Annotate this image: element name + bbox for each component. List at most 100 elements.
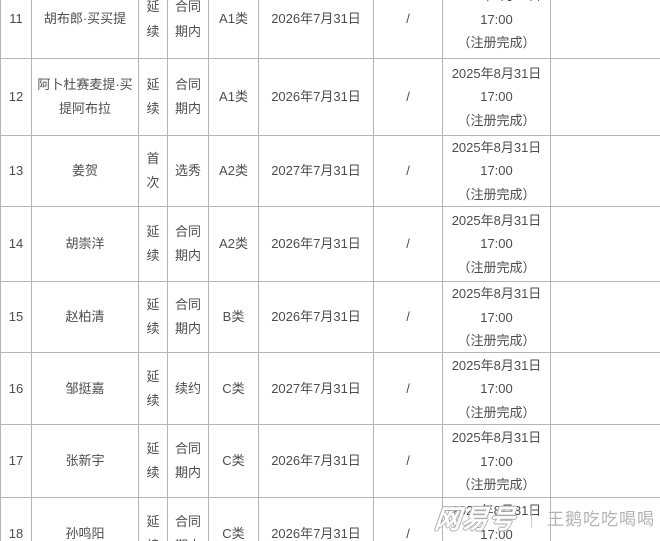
- contract-end-cell: 2026年7月31日: [258, 58, 374, 136]
- slash-cell: /: [373, 281, 443, 354]
- status-cell: 延续: [138, 497, 168, 541]
- method-cell: 合同期内: [167, 497, 209, 541]
- extra-cell: [550, 134, 660, 208]
- player-name-cell: 胡崇洋: [31, 206, 139, 283]
- method-cell: 合同期内: [167, 58, 209, 136]
- extra-cell: [550, 352, 660, 426]
- row-number-cell: 15: [0, 281, 32, 354]
- row-number-cell: 18: [0, 497, 32, 541]
- row-number-cell: 13: [0, 134, 32, 208]
- table-row: 17 张新宇 延续 合同期内 C类 2026年7月31日/ 2025年8月31日 17:00 （…: [0, 424, 660, 499]
- row-number-cell: 16: [0, 352, 32, 426]
- method-cell: 续约: [167, 352, 209, 426]
- category-cell: B类: [208, 281, 259, 354]
- registration-date: 2025年8月31日: [451, 430, 542, 446]
- registration-note: （注册完成）: [457, 186, 536, 202]
- registration-date: 2025年8月31日: [451, 357, 542, 373]
- category-cell: C类: [208, 352, 259, 426]
- registration-date: 2025年8月31日: [451, 140, 542, 155]
- player-name-cell: 阿卜杜赛麦提·买提阿布拉: [31, 58, 139, 136]
- status-cell: 延续: [138, 352, 168, 426]
- method-cell: 选秀: [167, 134, 209, 208]
- registration-time: 17:00: [480, 381, 513, 397]
- table-row: 14 胡崇洋 延续 合同期内 A2类 2026年7月31日/ 2025年8月31日 17:00…: [0, 206, 660, 283]
- row-number-cell: 11: [0, 0, 32, 59]
- slash-cell: /: [373, 134, 443, 208]
- status-cell: 延续: [138, 281, 168, 354]
- registration-date: 2025年8月31日: [451, 286, 542, 302]
- contract-end-cell: 2027年7月31日: [258, 134, 374, 208]
- netease-logo: 网易号: [433, 504, 518, 534]
- category-cell: A1类: [208, 0, 259, 59]
- registration-time: 17:00: [480, 526, 513, 541]
- table-row: 12 阿卜杜赛麦提·买提阿布拉 延续 合同期内 A1类 2026年7月31日/2025年8…: [0, 58, 660, 136]
- registration-note: （注册完成）: [457, 35, 536, 51]
- method-cell: 合同期内: [167, 0, 209, 59]
- registration-time: 17:00: [480, 236, 513, 252]
- registration-cell: 2025年8月31日 17:00 （注册完成）: [442, 281, 551, 354]
- table-row: 15 赵柏清 延续 合同期内 B类 2026年7月31日/ 2025年8月31日 17:00 （…: [0, 281, 660, 354]
- registration-note: （注册完成）: [457, 332, 536, 348]
- registration-time: 17:00: [480, 163, 513, 179]
- slash-cell: /: [373, 206, 443, 283]
- method-cell: 合同期内: [167, 206, 209, 283]
- registration-date: 2025年8月31日: [451, 503, 542, 519]
- registration-note: （注册完成）: [457, 112, 536, 128]
- contract-end-cell: 2026年7月31日: [258, 497, 374, 541]
- registration-date: 2025年8月31日: [445, 0, 548, 8]
- extra-cell: [550, 497, 660, 541]
- player-name-cell: 姜贺: [31, 134, 139, 208]
- registration-time: 17:00: [480, 309, 513, 325]
- table-row: 16 邹挺嘉 延续 续约 C类 2027年7月31日/ 2025年8月31日 17:00 （注册…: [0, 352, 660, 426]
- registration-time: 17:00: [480, 453, 513, 469]
- category-cell: C类: [208, 497, 259, 541]
- contract-end-cell: 2026年7月31日: [258, 0, 374, 59]
- status-cell: 首次: [138, 134, 168, 208]
- player-name-cell: 孙鸣阳: [31, 497, 139, 541]
- status-cell: 延续: [138, 58, 168, 136]
- player-name-cell: 赵柏清: [31, 281, 139, 354]
- method-cell: 合同期内: [167, 281, 209, 354]
- registration-time: 17:00: [480, 11, 513, 27]
- slash-cell: /: [373, 497, 443, 541]
- extra-cell: [550, 206, 660, 283]
- watermark: 网易号 ｜ 王鹅吃吃喝喝: [433, 499, 655, 536]
- contract-end-cell: 2026年7月31日: [258, 206, 374, 283]
- category-cell: A1类: [208, 58, 259, 136]
- registration-note: （注册完成）: [457, 477, 536, 493]
- table-row: 18孙鸣阳延续合同期内C类2026年7月31日/2025年8月31日17:00（…: [0, 497, 660, 541]
- registration-time: 17:00: [480, 89, 513, 105]
- row-number-cell: 14: [0, 206, 32, 283]
- slash-cell: /: [373, 0, 443, 59]
- category-cell: C类: [208, 424, 259, 499]
- registration-date: 2025年8月31日: [451, 213, 542, 229]
- registration-note: （注册完成）: [457, 404, 536, 420]
- registration-cell: 2025年8月31日 17:00 （注册完成）: [442, 58, 551, 136]
- method-cell: 合同期内: [167, 424, 209, 499]
- table-row: 13 姜贺 首次 选秀 A2类 2027年7月31日/ 2025年8月31日 17:00 （注册…: [0, 134, 660, 208]
- registration-date: 2025年8月31日: [451, 65, 542, 81]
- status-cell: 延续: [138, 0, 168, 59]
- player-name-cell: 邹挺嘉: [31, 352, 139, 426]
- slash-cell: /: [373, 58, 443, 136]
- category-cell: A2类: [208, 134, 259, 208]
- slash-cell: /: [373, 424, 443, 499]
- contract-end-cell: 2027年7月31日: [258, 352, 374, 426]
- extra-cell: [550, 58, 660, 136]
- player-name-cell: 张新宇: [31, 424, 139, 499]
- status-cell: 延续: [138, 206, 168, 283]
- row-number-cell: 17: [0, 424, 32, 499]
- registration-cell: 2025年8月31日 17:00 （注册完成）: [442, 352, 551, 426]
- category-cell: A2类: [208, 206, 259, 283]
- player-name-cell: 胡布郎·买买提: [31, 0, 139, 59]
- status-cell: 延续: [138, 424, 168, 499]
- extra-cell: [550, 0, 660, 59]
- registration-cell: 2025年8月31日 17:00 （注册完成）: [442, 424, 551, 499]
- row-number-cell: 12: [0, 58, 32, 136]
- extra-cell: [550, 424, 660, 499]
